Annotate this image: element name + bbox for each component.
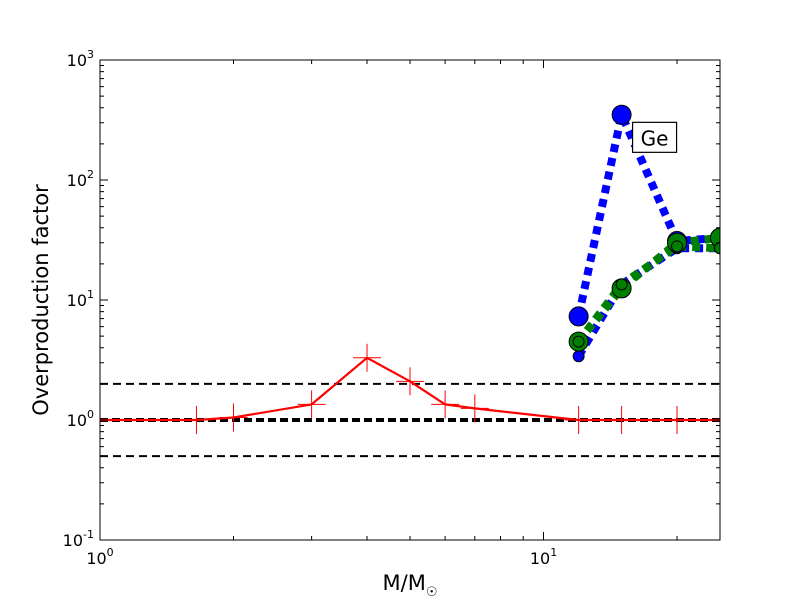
data-point [706, 406, 720, 434]
x-tick-label: 100 [86, 546, 113, 568]
x-axis-title-subscript: ☉ [426, 585, 438, 600]
data-point [297, 390, 326, 419]
y-axis-title: Overproduction factor [29, 184, 53, 416]
data-point [663, 406, 692, 434]
y-tick-label: 10-1 [63, 528, 94, 550]
data-point [100, 406, 114, 434]
y-tick-label: 102 [67, 168, 94, 190]
data-markers [100, 104, 720, 434]
data-point [353, 343, 382, 372]
x-axis-title-main: M/M [383, 571, 426, 595]
x-tick-label: 101 [530, 546, 557, 568]
data-point [431, 390, 460, 419]
series-line [575, 242, 720, 345]
data-point [396, 367, 424, 396]
annotation: Ge [631, 121, 678, 153]
annotation-label: Ge [641, 126, 669, 150]
data-point [564, 406, 593, 434]
y-tick-label: 100 [67, 408, 94, 430]
y-tick-label: 101 [67, 288, 94, 310]
annotation-box [631, 121, 678, 153]
x-axis-title: M/M☉ [383, 571, 438, 600]
data-point [607, 406, 636, 434]
data-point [714, 242, 720, 255]
data-point [219, 403, 248, 432]
data-point [460, 394, 489, 423]
data-point [611, 104, 632, 125]
data-point [568, 306, 589, 327]
y-tick-label: 103 [67, 48, 94, 70]
data-point [572, 350, 585, 363]
data-point [671, 240, 684, 253]
data-point [572, 335, 585, 348]
data-point [182, 406, 211, 434]
data-point [615, 278, 628, 291]
